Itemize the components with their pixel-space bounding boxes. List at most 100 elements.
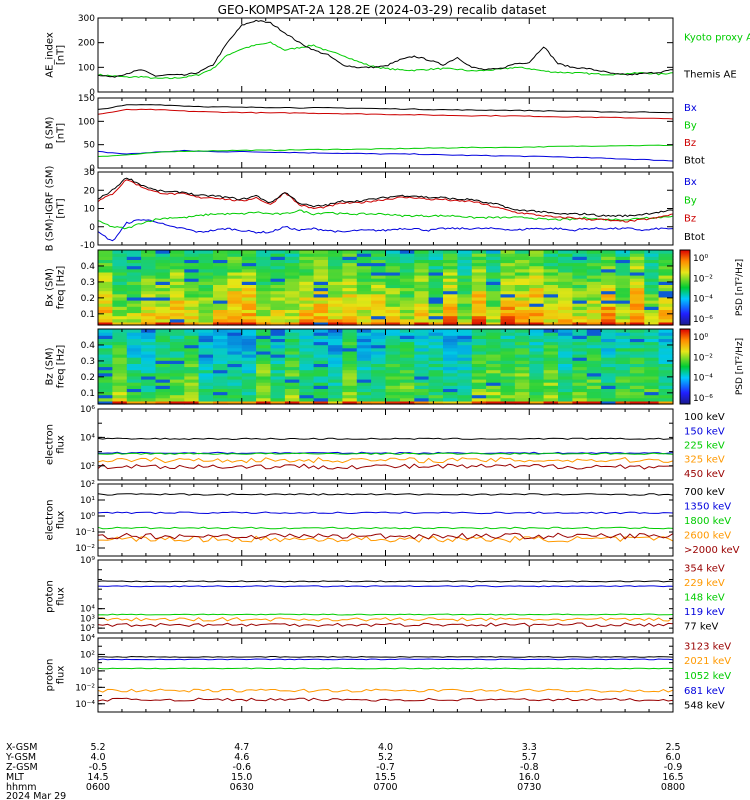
bzspec-cell (98, 397, 113, 402)
bxspec-cell (629, 303, 645, 307)
bzspec-cell (112, 350, 128, 355)
bzspec-cell (486, 363, 502, 368)
bxspec-cell (443, 293, 458, 298)
phigh-series-1 (97, 688, 674, 693)
bxspec-cell (342, 253, 358, 257)
bxspec-cell (328, 253, 343, 257)
bzspec-cell (385, 369, 401, 374)
bxspec-cell (572, 284, 588, 289)
bxspec-cell (270, 265, 286, 270)
bxspec-cell (443, 268, 458, 273)
bzspec-cell (227, 341, 243, 346)
bxspec-cell (241, 300, 257, 304)
bxspec-cell (428, 296, 444, 301)
bxspec-cell (213, 262, 228, 267)
bxspec-cell (629, 262, 645, 267)
bzspec-cell (313, 388, 329, 393)
bzspec-cell (98, 385, 113, 389)
bxspec-cell (428, 303, 444, 307)
bzspec-cell (342, 354, 358, 358)
bxspec-cell (198, 315, 214, 320)
bxspec-cell (270, 271, 286, 276)
bottom-cell-0-4: 0600 (86, 782, 110, 793)
bzspec-cell (98, 338, 113, 343)
bxspec-cell (399, 275, 415, 279)
bxspec-cell (558, 281, 573, 285)
bxspec-cell (155, 262, 171, 267)
bzspec-cell (198, 379, 214, 383)
bxspec-cell (112, 300, 128, 304)
bzspec-cell (572, 379, 588, 383)
bxspec-cell (601, 259, 617, 264)
bxspec-cell (256, 312, 272, 317)
bxspec-cell (98, 265, 113, 270)
bxspec-cell (98, 275, 113, 279)
bzspec-cell (213, 357, 228, 361)
bzspec-cell (457, 354, 473, 358)
bzspec-cell (371, 382, 387, 386)
bxspec-cell (371, 318, 387, 323)
bxspec-cell (313, 250, 329, 254)
bzspec-cell (169, 400, 185, 405)
bzspec-cell (198, 347, 214, 352)
bxspec-cell (615, 309, 631, 314)
bxspec-cell (471, 250, 487, 254)
bxspec-cell (112, 250, 128, 254)
bxspec-cell (615, 321, 631, 326)
bzspec-cell (227, 332, 243, 336)
bzspec-cell (213, 397, 228, 402)
bxspec-cell (543, 284, 559, 289)
bzspec-cell (169, 397, 185, 402)
bzspec-cell (328, 388, 343, 393)
bzspec-cell (385, 344, 401, 349)
bottom-cell-2-2: -0.7 (376, 762, 395, 773)
bzspec-cell (629, 357, 645, 361)
bxspec-cell (486, 256, 502, 260)
bxspec-cell (543, 271, 559, 276)
bxspec-cell (213, 256, 228, 260)
bxspec-cell (284, 296, 300, 301)
bxspec-cell (284, 284, 300, 289)
bxspec-cell (385, 300, 401, 304)
bzspec-cell (558, 344, 573, 349)
bzspec-cell (428, 372, 444, 377)
bzspec-cell (227, 357, 243, 361)
bzspec-cell (184, 369, 200, 374)
bdiff-legend-3: Btot (684, 232, 705, 243)
bzspec-cell (313, 360, 329, 364)
bxspec-cell (356, 300, 372, 304)
bxspec-cell (500, 309, 516, 314)
bottom-cell-2-4: 0700 (373, 782, 397, 793)
bxspec-cell (399, 290, 415, 295)
phigh-legend-4: 548 keV (684, 701, 725, 712)
phigh-ytick-label-1: 10⁻² (75, 683, 95, 693)
bzspec-cell (256, 379, 272, 383)
bzspec-cell (529, 354, 545, 358)
bzspec-cell (529, 347, 545, 352)
bzspec-cell (328, 335, 343, 339)
bxspec-cell (313, 256, 329, 260)
bzspec-cell (141, 335, 157, 339)
bxspec-cell (256, 321, 272, 326)
bzspec-cell (141, 341, 157, 346)
bxspec-cell (328, 259, 343, 264)
bzspec-cell (385, 335, 401, 339)
bzspec-cell (572, 385, 588, 389)
bxspec-cell (428, 284, 444, 289)
bxspec-cell (184, 253, 200, 257)
bxspec-cell (328, 296, 343, 301)
bxspec-cell (586, 306, 602, 310)
bxspec-cell (141, 312, 157, 317)
bzspec-cell (169, 363, 185, 368)
bzspec-cell (126, 341, 142, 346)
bzspec-cell (586, 363, 602, 368)
ehigh-ytick-label-0: 10⁻² (75, 544, 95, 554)
bzspec-cell (629, 341, 645, 346)
bxspec-cell (572, 281, 588, 285)
bzspec-cell (270, 394, 286, 399)
ehigh-ytick-label-1: 10⁻¹ (75, 528, 95, 538)
bzspec-cell (399, 394, 415, 399)
bxspec-cell (658, 265, 674, 270)
bzspec-cell (457, 363, 473, 368)
